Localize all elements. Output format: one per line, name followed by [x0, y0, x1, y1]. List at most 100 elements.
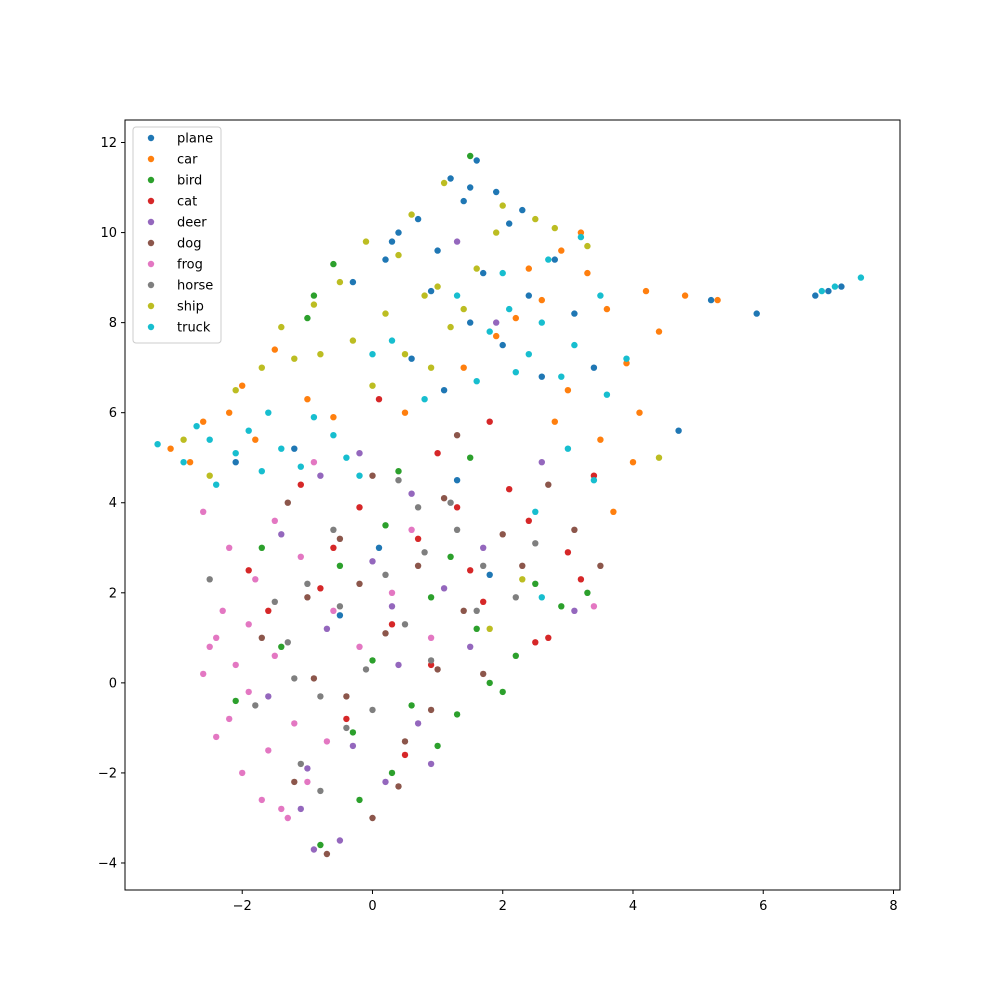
point-deer	[408, 490, 415, 497]
point-ship	[232, 387, 239, 394]
point-dog	[336, 535, 344, 542]
point-plane	[486, 571, 493, 578]
point-ship	[421, 292, 428, 299]
point-dog	[304, 594, 311, 601]
point-cat	[427, 661, 435, 669]
y-tick-label: 0	[109, 676, 117, 691]
x-axis: −2 0 2 4 6 8	[233, 890, 898, 914]
point-truck	[453, 292, 461, 299]
point-plane	[232, 459, 239, 466]
x-tick-label: 4	[629, 899, 637, 914]
point-cat	[343, 715, 350, 723]
point-dog	[414, 562, 422, 569]
point-frog	[226, 544, 233, 551]
series-ship	[180, 179, 663, 632]
point-bird	[304, 314, 311, 322]
point-car	[603, 305, 611, 313]
point-ship	[180, 436, 187, 443]
point-horse	[304, 580, 311, 587]
point-plane	[707, 296, 715, 304]
point-truck	[532, 508, 539, 515]
point-horse	[427, 657, 435, 664]
point-ship	[486, 625, 493, 632]
point-car	[558, 247, 565, 254]
point-frog	[388, 589, 396, 596]
point-bird	[330, 260, 337, 268]
point-horse	[330, 526, 337, 533]
point-horse	[421, 549, 428, 556]
point-bird	[427, 594, 435, 601]
point-truck	[278, 445, 285, 452]
point-dog	[440, 495, 448, 502]
legend-item-cat: cat	[147, 195, 197, 210]
legend-label: horse	[177, 279, 213, 294]
point-horse	[395, 477, 402, 484]
point-plane	[812, 292, 819, 299]
series-cat	[245, 396, 598, 759]
point-cat	[245, 567, 252, 574]
point-cat	[414, 535, 422, 542]
point-truck	[180, 459, 187, 466]
point-bird	[499, 688, 506, 696]
legend-label: plane	[177, 132, 213, 147]
point-cat	[356, 504, 363, 511]
point-truck	[623, 355, 630, 362]
point-horse	[532, 540, 539, 547]
point-horse	[252, 702, 259, 709]
point-ship	[499, 202, 506, 209]
legend-marker	[147, 323, 155, 331]
point-ship	[317, 351, 324, 358]
point-plane	[349, 278, 357, 286]
point-dog	[291, 778, 298, 786]
point-dog	[369, 814, 376, 822]
point-car	[610, 508, 617, 515]
point-frog	[258, 796, 265, 804]
y-tick-label: 6	[109, 406, 117, 421]
point-frog	[278, 805, 285, 813]
point-truck	[265, 409, 272, 416]
y-tick-label: 4	[109, 496, 117, 511]
point-car	[538, 296, 545, 304]
point-dog	[258, 634, 265, 641]
point-cat	[401, 751, 409, 759]
point-horse	[317, 693, 324, 700]
point-plane	[825, 287, 832, 295]
point-plane	[336, 612, 344, 619]
point-deer	[356, 450, 363, 457]
point-deer	[467, 643, 474, 650]
legend-label: dog	[177, 237, 201, 252]
legend-marker	[147, 134, 155, 142]
legend-item-deer: deer	[147, 216, 207, 231]
point-car	[642, 287, 650, 295]
point-dog	[571, 526, 578, 533]
point-horse	[271, 598, 278, 605]
point-deer	[278, 531, 285, 538]
point-truck	[597, 292, 604, 299]
point-horse	[291, 675, 298, 682]
point-horse	[297, 760, 304, 768]
point-dog	[460, 607, 467, 614]
point-cat	[330, 544, 337, 551]
point-car	[623, 360, 630, 367]
point-truck	[818, 287, 825, 295]
point-car	[200, 418, 207, 425]
point-bird	[486, 679, 493, 687]
point-deer	[323, 625, 331, 632]
point-deer	[493, 319, 500, 326]
point-plane	[395, 229, 402, 236]
series-bird	[232, 152, 591, 849]
point-truck	[512, 369, 519, 376]
point-truck	[258, 468, 265, 475]
point-plane	[440, 387, 448, 394]
point-horse	[336, 603, 344, 610]
point-deer	[317, 472, 324, 479]
point-horse	[447, 499, 454, 506]
point-ship	[408, 211, 415, 218]
point-frog	[291, 720, 298, 727]
point-ship	[434, 283, 441, 290]
point-horse	[206, 576, 213, 583]
point-bird	[467, 454, 474, 461]
point-car	[304, 396, 311, 403]
legend-item-horse: horse	[147, 279, 213, 294]
point-frog	[200, 670, 207, 678]
